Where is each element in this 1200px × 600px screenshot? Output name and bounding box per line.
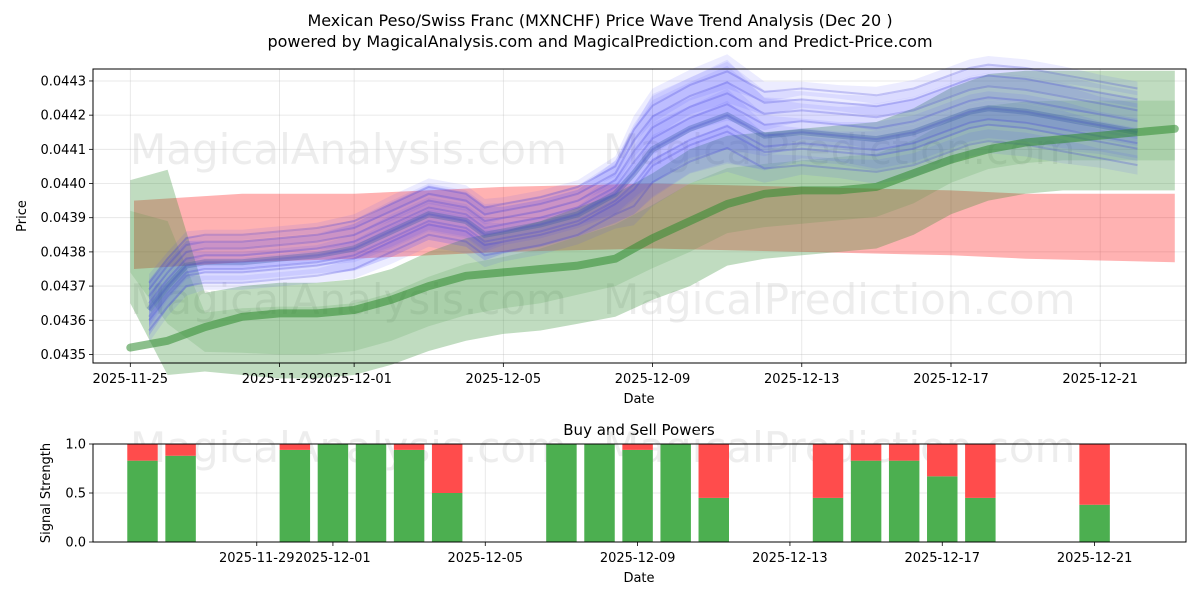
signal-y-tick-label: 0.5 [65, 487, 86, 502]
blue-wave-band [149, 54, 1138, 292]
signal-x-tick-label: 2025-12-09 [600, 551, 676, 566]
sell-power-bar [127, 444, 158, 461]
price-plot-frame [92, 68, 1187, 364]
signal-plot: Buy and Sell Powers MagicalAnalysis.com … [39, 421, 1187, 586]
sell-power-bar [431, 444, 463, 493]
price-x-tick-label: 2025-12-05 [466, 372, 542, 387]
buy-power-bar [622, 449, 653, 542]
price-y-tick-label: 0.0441 [41, 143, 87, 158]
chart-title-line2: powered by MagicalAnalysis.com and Magic… [267, 32, 932, 51]
signal-x-tick-label: 2025-12-17 [904, 551, 980, 566]
sell-power-bar [888, 444, 920, 461]
buy-power-bar [584, 444, 615, 542]
buy-power-bar [431, 493, 463, 542]
price-x-tick-label: 2025-11-29 [242, 372, 318, 387]
price-y-tick-label: 0.0443 [41, 74, 87, 89]
buy-power-bar [1079, 504, 1110, 542]
chart-title-line1: Mexican Peso/Swiss Franc (MXNCHF) Price … [307, 11, 892, 30]
green-trend-line [126, 124, 1179, 352]
price-y-tick-label: 0.0442 [41, 109, 87, 124]
price-y-tick-label: 0.0440 [41, 177, 87, 192]
buy-power-bar [698, 497, 729, 542]
blue-wave-band [149, 88, 1138, 336]
signal-x-axis-label: Date [623, 571, 654, 586]
price-x-tick-label: 2025-12-09 [615, 372, 691, 387]
blue-wave-line [148, 74, 1138, 291]
price-x-ticks: 2025-11-25 2025-11-29 2025-12-01 2025-12-05… [93, 363, 1138, 387]
sell-power-bar [165, 444, 196, 456]
signal-x-tick-label: 2025-11-29 [219, 551, 295, 566]
price-x-tick-label: 2025-12-13 [764, 372, 840, 387]
price-y-tick-label: 0.0437 [41, 280, 87, 295]
price-y-tick-label: 0.0439 [41, 211, 87, 226]
signal-bars [127, 444, 1110, 542]
price-x-tick-label: 2025-12-17 [913, 372, 989, 387]
blue-wave-band [149, 81, 1138, 328]
sell-power-bar [393, 444, 425, 450]
buy-power-bar [812, 497, 844, 542]
signal-chart-title: Buy and Sell Powers [563, 421, 715, 439]
signal-x-tick-label: 2025-12-01 [295, 551, 371, 566]
red-price-band [134, 183, 1175, 269]
sell-power-bar [698, 444, 729, 498]
price-x-tick-label: 2025-12-01 [316, 372, 392, 387]
signal-x-tick-label: 2025-12-05 [447, 551, 523, 566]
buy-power-bar [165, 455, 196, 542]
signal-y-tick-label: 1.0 [65, 438, 86, 453]
sell-power-bar [279, 444, 311, 450]
buy-power-bar [355, 444, 387, 542]
blue-wave-line [148, 107, 1138, 311]
signal-x-tick-label: 2025-12-13 [752, 551, 828, 566]
price-x-tick-label: 2025-11-25 [93, 372, 169, 387]
sell-power-bar [965, 444, 996, 498]
signal-x-tick-label: 2025-12-21 [1057, 551, 1133, 566]
sell-power-bar [927, 444, 958, 477]
signal-y-ticks: 0.0 0.5 1.0 [65, 438, 93, 551]
blue-wave-line [148, 85, 1138, 297]
watermark-analysis-3: MagicalAnalysis.com [130, 423, 567, 472]
price-y-tick-label: 0.0438 [41, 245, 87, 260]
buy-power-bar [393, 449, 425, 542]
buy-power-bar [927, 476, 958, 542]
price-y-tick-label: 0.0436 [41, 314, 87, 329]
blue-wave-line [148, 96, 1138, 304]
price-plot: MagicalAnalysis.com MagicalPrediction.co… [15, 54, 1187, 407]
blue-wave-mean-line [146, 105, 1139, 312]
buy-power-bar [660, 444, 691, 542]
price-x-axis-label: Date [623, 392, 654, 407]
sell-power-bar [812, 444, 844, 498]
price-series [126, 54, 1179, 379]
price-y-ticks: 0.0435 0.0436 0.0437 0.0438 0.0439 0.0440 0.04… [41, 74, 93, 363]
blue-wave-line [148, 118, 1138, 318]
sell-power-bar [622, 444, 653, 450]
blue-wave-band [149, 100, 1138, 336]
blue-wave-band [149, 61, 1138, 300]
buy-power-bar [888, 460, 920, 542]
buy-power-bar [546, 444, 577, 542]
watermark-analysis-1: MagicalAnalysis.com [130, 125, 567, 174]
buy-power-bar [965, 497, 996, 542]
buy-power-bar [317, 444, 349, 542]
signal-x-ticks: 2025-11-29 2025-12-01 2025-12-05 2025-12-09… [219, 542, 1132, 566]
price-y-axis-label: Price [15, 200, 30, 232]
buy-power-bar [279, 449, 311, 542]
watermarks-top: MagicalAnalysis.com MagicalPrediction.co… [130, 125, 1076, 324]
price-y-tick-label: 0.0435 [41, 348, 87, 363]
price-grid [93, 69, 1186, 363]
buy-power-bar [850, 460, 882, 542]
blue-wave-line [148, 123, 1138, 321]
signal-y-tick-label: 0.0 [65, 536, 86, 551]
watermark-prediction-2: MagicalPrediction.com [603, 275, 1076, 324]
signal-y-axis-label: Signal Strength [39, 443, 54, 543]
watermark-analysis-2: MagicalAnalysis.com [130, 275, 567, 324]
blue-wave-band [149, 65, 1138, 311]
sell-power-bar [1079, 444, 1110, 505]
price-x-tick-label: 2025-12-21 [1062, 372, 1138, 387]
buy-power-bar [127, 460, 158, 542]
green-band-inner [130, 100, 1175, 355]
blue-wave-line [148, 140, 1138, 332]
sell-power-bar [850, 444, 882, 461]
blue-wave-band [149, 59, 1138, 326]
